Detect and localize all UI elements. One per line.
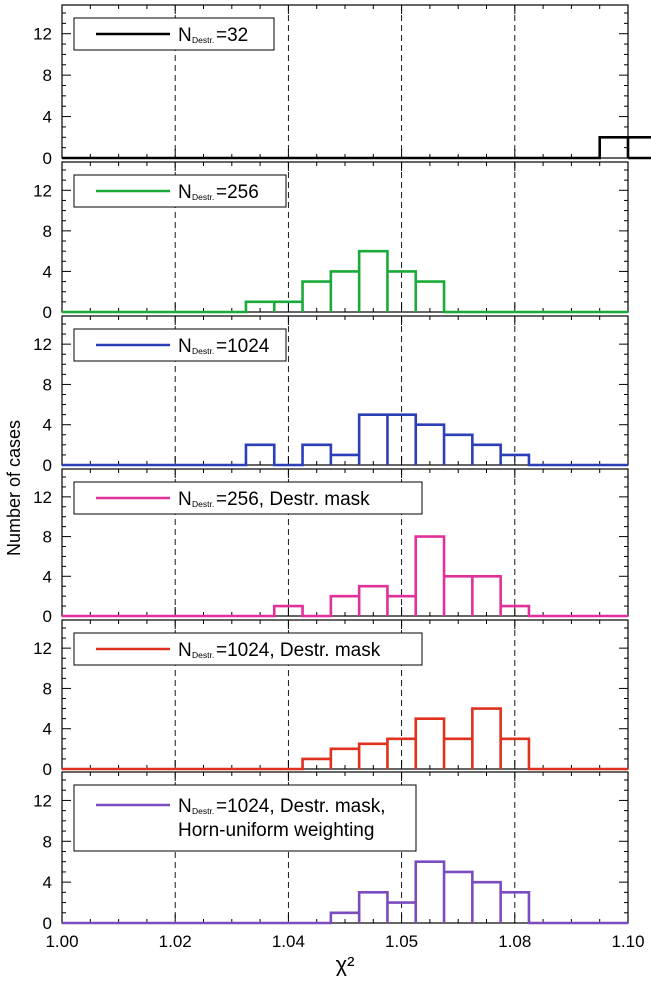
y-tick-label: 12 bbox=[33, 181, 52, 200]
x-tick-label: 1.02 bbox=[159, 932, 192, 951]
legend-subscript: Destr. bbox=[192, 35, 214, 45]
x-tick-label: 1.08 bbox=[498, 932, 531, 951]
y-tick-label: 0 bbox=[43, 303, 52, 322]
y-tick-label: 4 bbox=[43, 416, 52, 435]
legend-box bbox=[73, 174, 287, 208]
y-tick-label: 12 bbox=[33, 639, 52, 658]
legend-label: N bbox=[178, 489, 192, 510]
legend-label: N bbox=[178, 336, 192, 357]
panel-6: 0 4 8 12 N Destr. =1024, Destr. mask, Horn-uni… bbox=[33, 771, 629, 933]
panel-1: 0 4 8 12 N Destr. =32 bbox=[33, 4, 651, 168]
y-tick-label: 8 bbox=[43, 528, 52, 547]
y-tick-label: 12 bbox=[33, 488, 52, 507]
y-tick-label: 0 bbox=[43, 914, 52, 933]
panel-4: 0 4 8 12 N Destr. =256, Destr. mask bbox=[33, 468, 629, 626]
y-tick-label: 4 bbox=[43, 720, 52, 739]
legend-label: N bbox=[178, 640, 192, 661]
histogram-series-6 bbox=[62, 860, 628, 925]
legend-label-rest: =1024 bbox=[216, 336, 270, 357]
y-axis-label: Number of cases bbox=[4, 420, 24, 556]
y-tick-label: 12 bbox=[33, 791, 52, 810]
y-tick-label: 0 bbox=[43, 149, 52, 168]
y-tick-label: 8 bbox=[43, 679, 52, 698]
y-tick-label: 12 bbox=[33, 25, 52, 44]
legend-label: N bbox=[178, 182, 192, 203]
histogram-series-4 bbox=[62, 535, 628, 618]
y-tick-label: 4 bbox=[43, 262, 52, 281]
y-tick-label: 4 bbox=[43, 108, 52, 127]
legend-box bbox=[73, 784, 417, 852]
y-tick-label: 4 bbox=[43, 873, 52, 892]
x-axis-label: χ² bbox=[336, 952, 355, 976]
legend-label-rest: =32 bbox=[216, 25, 248, 46]
panel-3: 0 4 8 12 N Destr. =1024 bbox=[33, 315, 629, 475]
y-tick-label: 8 bbox=[43, 222, 52, 241]
x-tick-label: 1.04 bbox=[272, 932, 305, 951]
histogram-series-5 bbox=[62, 707, 628, 771]
legend-subscript: Destr. bbox=[192, 650, 214, 660]
y-tick-label: 8 bbox=[43, 832, 52, 851]
histogram-series-3 bbox=[62, 413, 628, 467]
legend-subscript: Destr. bbox=[192, 499, 214, 509]
legend-label: N bbox=[178, 25, 192, 46]
legend-label-rest: =1024, Destr. mask bbox=[216, 640, 381, 661]
legend-label-rest: =256, Destr. mask bbox=[216, 489, 370, 510]
y-tick-label: 8 bbox=[43, 66, 52, 85]
x-tick-label: 1.05 bbox=[385, 932, 418, 951]
x-tick-label: 1.00 bbox=[45, 932, 78, 951]
legend-subscript: Destr. bbox=[192, 806, 214, 816]
legend-label-rest: =256 bbox=[216, 182, 259, 203]
legend-label: N bbox=[178, 796, 192, 817]
panel-5: 0 4 8 12 N Destr. =1024, Destr. mask bbox=[33, 619, 629, 779]
y-tick-label: 4 bbox=[43, 567, 52, 586]
legend-label-rest: =1024, Destr. mask, bbox=[216, 796, 386, 817]
legend-label-line2: Horn-uniform weighting bbox=[178, 820, 374, 841]
y-tick-label: 0 bbox=[43, 607, 52, 626]
x-tick-label: 1.10 bbox=[611, 932, 644, 951]
legend-subscript: Destr. bbox=[192, 346, 214, 356]
histogram-series-2 bbox=[62, 249, 628, 314]
y-tick-label: 12 bbox=[33, 335, 52, 354]
histogram-series-1 bbox=[62, 135, 651, 160]
y-tick-label: 0 bbox=[43, 456, 52, 475]
y-tick-label: 0 bbox=[43, 760, 52, 779]
legend-subscript: Destr. bbox=[192, 192, 214, 202]
y-tick-label: 8 bbox=[43, 375, 52, 394]
panel-2: 0 4 8 12 N Destr. =256 bbox=[33, 161, 629, 322]
